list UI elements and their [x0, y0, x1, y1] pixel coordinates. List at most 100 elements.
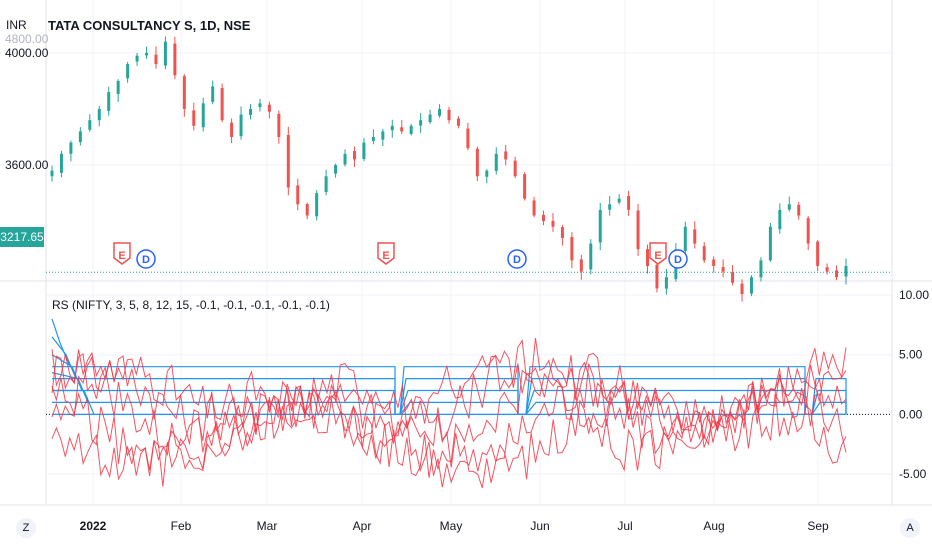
price-axis-label-faded: 4800.00 [5, 32, 49, 46]
candle-body [315, 193, 319, 217]
candle-body [778, 209, 782, 230]
candle-body [816, 241, 820, 266]
candle-body [249, 108, 252, 115]
rs-red-line [51, 347, 847, 488]
candle-body [438, 108, 442, 116]
candle-body [731, 272, 735, 283]
candle-body [542, 214, 546, 222]
candle-body [560, 227, 564, 238]
x-axis-label: May [440, 519, 463, 533]
earnings-marker [377, 242, 395, 265]
candle-body [806, 218, 810, 244]
candle-body [608, 204, 612, 210]
auto-scale-button[interactable]: A [900, 518, 920, 538]
candle-body [419, 120, 423, 126]
x-axis-label: Mar [257, 519, 278, 533]
candle-body [636, 210, 640, 250]
dividend-marker [668, 249, 688, 269]
candle-body [702, 246, 706, 261]
dividend-marker [507, 249, 527, 269]
candle-body [447, 109, 451, 121]
candle-body [485, 170, 489, 177]
currency-label: INR [6, 18, 27, 32]
candle-body [598, 209, 602, 243]
candle-body [69, 142, 73, 154]
rs-axis-label: 10.00 [899, 288, 929, 302]
dividend-marker-label: D [674, 254, 682, 266]
dividend-marker-label: D [142, 254, 150, 266]
candle-body [182, 76, 186, 109]
earnings-marker-label: E [382, 250, 389, 262]
dividend-marker-label: D [513, 254, 521, 266]
candle-body [683, 226, 687, 251]
x-axis-label: Jun [530, 519, 549, 533]
candle-body [825, 267, 829, 272]
rs-red-line [51, 350, 847, 481]
x-axis-label: Aug [703, 519, 724, 533]
candle-body [258, 103, 262, 108]
candle-body [126, 64, 130, 79]
candle-body [230, 122, 234, 137]
candle-body [768, 226, 772, 261]
rs-red-line [51, 355, 847, 489]
price-axis-label: 3600.00 [5, 158, 49, 172]
candle-body [664, 277, 668, 289]
candle-body [551, 220, 555, 227]
candle-body [646, 249, 649, 266]
chart-title: TATA CONSULTANCY S, 1D, NSE [48, 18, 251, 33]
candle-body [107, 92, 111, 111]
candle-body [78, 131, 82, 143]
earnings-marker-label: E [654, 250, 661, 262]
candle-body [362, 142, 366, 159]
candle-body [220, 88, 224, 121]
candle-body [712, 259, 716, 266]
candle-body [305, 203, 309, 216]
price-axis-label: 4000.00 [5, 46, 49, 60]
rs-blue-line [51, 354, 847, 415]
candle-body [296, 185, 300, 205]
earnings-marker [649, 242, 667, 265]
candle-body [749, 277, 753, 294]
candle-body [201, 103, 205, 128]
candle-body [192, 110, 196, 126]
candle-body [456, 118, 460, 126]
candle-body [589, 243, 593, 270]
candle-body [428, 114, 432, 123]
candle-body [390, 125, 394, 131]
candle-body [570, 237, 574, 261]
candle-body [116, 80, 120, 94]
candle-body [334, 165, 338, 174]
earnings-marker-label: E [118, 250, 125, 262]
candle-body [504, 151, 508, 160]
rs-red-line [51, 338, 847, 487]
candle-body [513, 160, 517, 177]
candle-body [532, 200, 536, 216]
candle-body [494, 153, 498, 171]
candle-body [239, 114, 243, 137]
rs-axis-label: 5.00 [899, 348, 923, 362]
candle-body [617, 198, 621, 203]
candle-body [797, 204, 801, 216]
candle-body [343, 153, 347, 165]
candle-body [267, 104, 271, 112]
dividend-marker [136, 249, 156, 269]
candle-body [627, 196, 631, 210]
candle-body [475, 148, 479, 177]
candle-body [740, 283, 744, 295]
indicator-title[interactable]: RS (NIFTY, 3, 5, 8, 12, 15, -0.1, -0.1, … [52, 298, 330, 312]
candle-body [409, 125, 413, 134]
candle-body [759, 260, 763, 278]
x-axis-label: Sep [807, 519, 829, 533]
candle-body [286, 134, 290, 188]
x-axis-label: Feb [171, 519, 192, 533]
rs-axis-label: 0.00 [899, 407, 923, 421]
candle-body [844, 265, 848, 277]
candle-body [211, 86, 215, 102]
candle-body [163, 41, 167, 66]
candle-body [400, 127, 404, 132]
candle-body [787, 204, 791, 210]
candle-body [154, 54, 158, 65]
zoom-reset-button[interactable]: Z [16, 518, 36, 538]
